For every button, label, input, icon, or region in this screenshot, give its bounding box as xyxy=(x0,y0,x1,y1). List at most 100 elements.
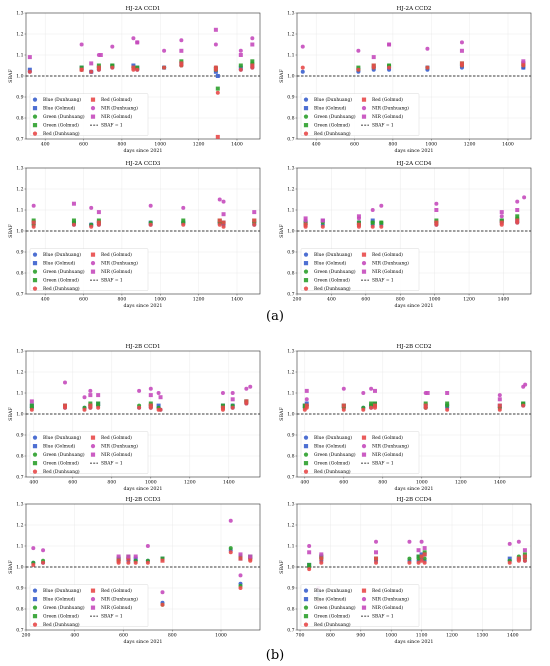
data-point xyxy=(300,44,305,49)
x-axis-label: days since 2021 xyxy=(124,148,163,154)
data-point xyxy=(238,552,243,557)
data-point xyxy=(220,405,225,410)
y-tick-label: 0.9 xyxy=(16,250,23,256)
legend-marker xyxy=(303,97,309,102)
y-tick-label: 0.8 xyxy=(287,116,294,122)
legend-label: Blue (Dunhuang) xyxy=(43,98,81,103)
y-tick-label: 1.0 xyxy=(287,565,294,571)
data-point xyxy=(307,550,312,555)
y-axis-label: SBAF xyxy=(8,224,14,238)
data-point xyxy=(162,65,167,70)
legend-label: Blue (Dunhuang) xyxy=(314,98,352,103)
x-tick-label: 1400 xyxy=(494,480,506,486)
data-point xyxy=(374,556,379,561)
legend-label: Blue (Golmud) xyxy=(314,445,347,450)
y-tick-label: 0.8 xyxy=(16,271,23,277)
legend-marker xyxy=(303,597,309,602)
y-tick-label: 0.8 xyxy=(287,454,294,460)
data-point xyxy=(181,205,186,210)
y-tick-label: 0.9 xyxy=(16,433,23,439)
data-point xyxy=(379,203,384,208)
y-tick-label: 1.0 xyxy=(287,229,294,235)
data-point xyxy=(213,65,218,70)
data-point xyxy=(303,222,308,227)
chart-title: HJ-2A CCD4 xyxy=(397,161,432,167)
y-tick-label: 0.7 xyxy=(287,137,294,143)
legend-marker xyxy=(361,588,367,593)
x-tick-label: 800 xyxy=(326,633,335,639)
data-point xyxy=(89,61,94,66)
legend-label: NIR (Dunhuang) xyxy=(372,445,409,450)
data-point xyxy=(307,544,312,548)
data-point xyxy=(459,40,464,45)
chart-title: HJ-2B CCD3 xyxy=(125,497,161,503)
figure-label-b: (b) xyxy=(265,648,285,663)
legend-label: Blue (Dunhuang) xyxy=(43,436,81,441)
x-tick-label: 1000 xyxy=(425,142,437,148)
data-point xyxy=(238,67,243,72)
legend-marker xyxy=(303,106,309,111)
legend-marker xyxy=(32,605,38,610)
data-point xyxy=(82,407,87,412)
legend-label: Green (Dunhuang) xyxy=(43,453,85,458)
legend-box xyxy=(300,248,420,291)
data-point xyxy=(407,560,412,565)
legend-label: Green (Golmud) xyxy=(314,279,350,284)
legend-marker xyxy=(32,452,38,457)
data-point xyxy=(126,554,131,559)
data-point xyxy=(137,388,142,393)
data-point xyxy=(156,391,161,395)
legend-marker xyxy=(32,444,38,449)
legend-label: SBAF = 1 xyxy=(372,124,394,129)
legend-marker xyxy=(303,131,309,136)
legend-label: NIR (Golmud) xyxy=(372,453,403,458)
data-point xyxy=(148,403,153,408)
y-tick-label: 1.0 xyxy=(16,412,23,418)
data-point xyxy=(515,208,520,212)
y-tick-label: 0.9 xyxy=(16,586,23,592)
y-axis-label: SBAF xyxy=(279,407,285,421)
legend-marker xyxy=(303,123,309,128)
data-point xyxy=(373,401,377,406)
chart-panel: 0.7 0.8 0.9 1.0 1.1 1.2 1.3 700 800 900 1000 1100 12… xyxy=(279,497,532,645)
data-point xyxy=(416,548,421,553)
legend-marker xyxy=(32,461,38,466)
data-point xyxy=(250,42,255,47)
data-point xyxy=(179,59,184,64)
data-point xyxy=(238,556,243,561)
legend-label: Blue (Dunhuang) xyxy=(43,589,81,594)
y-tick-label: 0.8 xyxy=(16,607,23,613)
x-tick-label: 1400 xyxy=(231,297,243,303)
x-tick-label: 1200 xyxy=(455,480,467,486)
legend-marker xyxy=(303,261,309,266)
x-tick-label: 800 xyxy=(168,633,177,639)
legend-marker xyxy=(32,261,38,266)
x-tick-label: 900 xyxy=(356,633,365,639)
legend-label: Green (Golmud) xyxy=(43,279,79,284)
x-tick-label: 600 xyxy=(119,633,128,639)
data-point xyxy=(356,65,361,70)
data-point xyxy=(499,218,504,223)
legend-box xyxy=(29,584,149,627)
data-point xyxy=(160,590,165,595)
data-point xyxy=(252,222,257,227)
legend-label: NIR (Dunhuang) xyxy=(101,107,138,112)
data-point xyxy=(179,38,184,43)
data-point xyxy=(126,556,131,561)
data-point xyxy=(238,53,243,57)
y-tick-label: 1.1 xyxy=(287,391,294,397)
x-tick-label: 600 xyxy=(68,480,77,486)
data-point xyxy=(320,224,325,229)
data-point xyxy=(29,407,34,412)
data-point xyxy=(71,201,76,206)
data-point xyxy=(379,220,384,225)
data-point xyxy=(497,403,502,408)
x-tick-label: 400 xyxy=(300,480,309,486)
x-tick-label: 1100 xyxy=(416,633,428,639)
x-axis-label: days since 2021 xyxy=(395,148,434,154)
data-point xyxy=(228,550,233,555)
legend-marker xyxy=(32,97,38,102)
legend-label: Green (Dunhuang) xyxy=(43,270,85,275)
data-point xyxy=(217,197,222,202)
